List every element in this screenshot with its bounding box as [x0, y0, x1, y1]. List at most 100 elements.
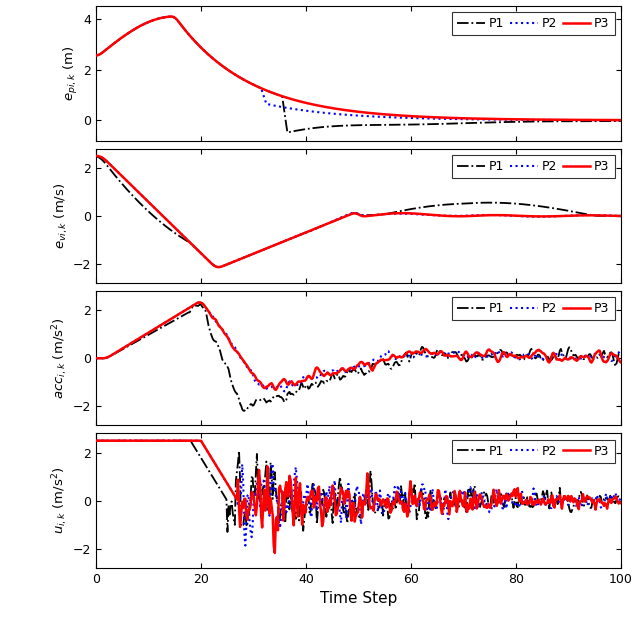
P3 [346, 491, 353, 499]
P1 [92, 52, 100, 59]
P3 [271, 549, 278, 557]
P2 [346, 497, 353, 504]
Y-axis label: $u_{i,k}$ (m/s$^2$): $u_{i,k}$ (m/s$^2$) [50, 467, 70, 534]
Y-axis label: $acc_{i,k}$ (m/s$^2$): $acc_{i,k}$ (m/s$^2$) [50, 318, 70, 399]
P2 [406, 353, 414, 360]
Line: P3: P3 [96, 16, 621, 120]
P3 [377, 110, 385, 118]
P1 [406, 206, 413, 213]
P1 [344, 122, 351, 129]
P3 [406, 210, 413, 217]
P2 [406, 114, 413, 122]
P1 [377, 211, 385, 218]
Legend: P1, P2, P3: P1, P2, P3 [452, 12, 614, 36]
P1 [605, 495, 613, 503]
P3 [607, 350, 614, 358]
P1 [617, 212, 625, 220]
Line: P3: P3 [96, 303, 621, 390]
P2 [215, 263, 223, 271]
Line: P3: P3 [96, 156, 621, 267]
P1 [377, 495, 385, 503]
P3 [342, 212, 350, 220]
Line: P2: P2 [96, 303, 621, 391]
P3 [92, 437, 100, 444]
P2 [92, 152, 100, 160]
P3 [605, 116, 613, 124]
P3 [92, 152, 100, 160]
P1 [617, 349, 625, 356]
P1 [241, 407, 248, 414]
P2 [346, 111, 353, 119]
P1 [223, 528, 231, 535]
P3 [346, 211, 353, 218]
P3 [344, 367, 351, 374]
P3 [617, 359, 625, 366]
Line: P1: P1 [96, 441, 621, 532]
P2 [342, 111, 350, 119]
P3 [92, 354, 100, 362]
P1 [284, 129, 291, 136]
P2 [617, 117, 625, 124]
P1 [346, 505, 353, 513]
P1 [605, 212, 613, 220]
P3 [406, 348, 414, 356]
P3 [524, 212, 531, 220]
P1 [617, 117, 625, 125]
P1 [196, 300, 204, 308]
P2 [605, 117, 613, 124]
P3 [617, 499, 625, 507]
P1 [347, 122, 355, 129]
P1 [617, 495, 625, 502]
P2 [92, 354, 100, 362]
P2 [378, 351, 386, 359]
P1 [524, 201, 531, 208]
P2 [342, 212, 350, 219]
P1 [344, 368, 351, 375]
P1 [607, 349, 614, 356]
P2 [280, 388, 288, 395]
P1 [607, 117, 614, 125]
P3 [377, 211, 385, 218]
Line: P3: P3 [96, 441, 621, 553]
P1 [524, 118, 532, 125]
P2 [605, 497, 613, 505]
P1 [342, 212, 350, 220]
P3 [377, 502, 385, 509]
P2 [524, 116, 531, 124]
P3 [524, 501, 531, 509]
P3 [605, 495, 613, 503]
P1 [378, 354, 386, 362]
P2 [377, 211, 385, 218]
P3 [195, 299, 203, 306]
P2 [377, 496, 385, 504]
X-axis label: Time Step: Time Step [320, 592, 397, 607]
P2 [524, 351, 532, 358]
Legend: P1, P2, P3: P1, P2, P3 [452, 440, 614, 463]
P1 [92, 437, 100, 444]
P3 [617, 212, 625, 220]
P1 [406, 354, 414, 362]
P3 [406, 489, 413, 496]
Line: P2: P2 [96, 441, 621, 545]
Line: P1: P1 [96, 304, 621, 411]
P1 [92, 354, 100, 362]
P2 [617, 212, 625, 220]
P3 [347, 364, 355, 371]
P2 [92, 437, 100, 444]
P2 [241, 542, 249, 549]
Legend: P1, P2, P3: P1, P2, P3 [452, 155, 614, 178]
Y-axis label: $e_{vi,k}$ (m/s): $e_{vi,k}$ (m/s) [52, 183, 70, 249]
P2 [406, 510, 413, 517]
P3 [168, 12, 175, 20]
P3 [378, 356, 386, 364]
P3 [215, 263, 223, 271]
P3 [342, 107, 350, 114]
P2 [377, 113, 385, 120]
P2 [607, 356, 614, 364]
P2 [346, 210, 353, 218]
P2 [195, 299, 203, 306]
Y-axis label: $e_{pi,k}$ (m): $e_{pi,k}$ (m) [62, 46, 81, 101]
P2 [605, 212, 613, 219]
P3 [605, 212, 613, 220]
P3 [272, 386, 280, 394]
